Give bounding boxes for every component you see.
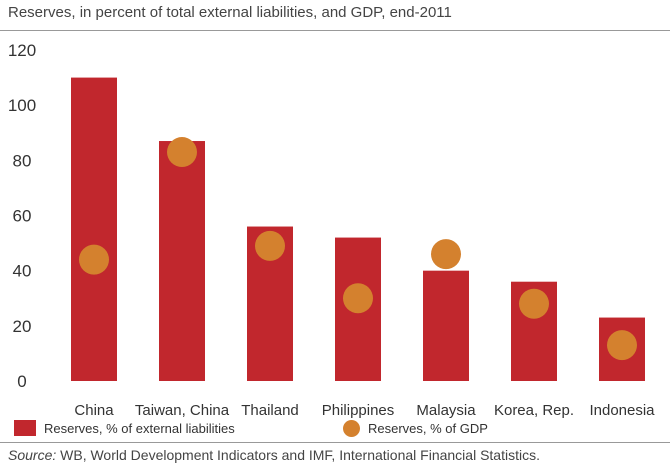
footer-divider bbox=[0, 442, 670, 443]
bar-reserves-liabilities bbox=[159, 141, 205, 381]
x-category-label: Malaysia bbox=[416, 402, 476, 419]
chart-plot: 0 20 40 60 80 100 120 China Taiwan, China Thaila… bbox=[8, 41, 655, 419]
y-tick-label: 80 bbox=[13, 151, 32, 170]
y-tick-label: 60 bbox=[13, 207, 32, 226]
x-category-label: China bbox=[74, 402, 114, 419]
x-category-label: Philippines bbox=[322, 402, 395, 419]
dot-reserves-gdp bbox=[607, 330, 637, 361]
y-tick-label: 40 bbox=[13, 262, 32, 281]
dot-reserves-gdp bbox=[255, 230, 285, 261]
chart-title: Reserves, in percent of total external l… bbox=[8, 4, 452, 21]
legend-item-dots: Reserves, % of GDP bbox=[343, 420, 488, 437]
dot-reserves-gdp bbox=[519, 288, 549, 319]
chart-legend: Reserves, % of external liabilities Rese… bbox=[0, 420, 670, 440]
dot-reserves-gdp bbox=[343, 283, 373, 314]
legend-dot-swatch bbox=[343, 420, 360, 437]
source-prefix: Source: bbox=[8, 447, 57, 463]
y-tick-label: 100 bbox=[8, 96, 36, 115]
title-divider bbox=[0, 30, 670, 31]
y-tick-label: 0 bbox=[17, 372, 26, 391]
dot-reserves-gdp bbox=[431, 239, 461, 270]
legend-item-bars: Reserves, % of external liabilities bbox=[14, 420, 235, 436]
dot-reserves-gdp bbox=[79, 244, 109, 275]
y-tick-label: 120 bbox=[8, 41, 36, 60]
x-category-label: Taiwan, China bbox=[135, 402, 230, 419]
bar-reserves-liabilities bbox=[71, 77, 117, 381]
x-category-label: Thailand bbox=[241, 402, 299, 419]
legend-dot-label: Reserves, % of GDP bbox=[368, 421, 488, 436]
legend-bar-label: Reserves, % of external liabilities bbox=[44, 420, 235, 436]
source-note: Source: WB, World Development Indicators… bbox=[8, 447, 540, 463]
legend-bar-swatch bbox=[14, 420, 36, 436]
x-category-label: Indonesia bbox=[589, 402, 655, 419]
bar-reserves-liabilities bbox=[423, 270, 469, 381]
dot-reserves-gdp bbox=[167, 137, 197, 168]
x-category-label: Korea, Rep. bbox=[494, 402, 574, 419]
y-tick-label: 20 bbox=[13, 317, 32, 336]
source-text: WB, World Development Indicators and IMF… bbox=[56, 447, 540, 463]
